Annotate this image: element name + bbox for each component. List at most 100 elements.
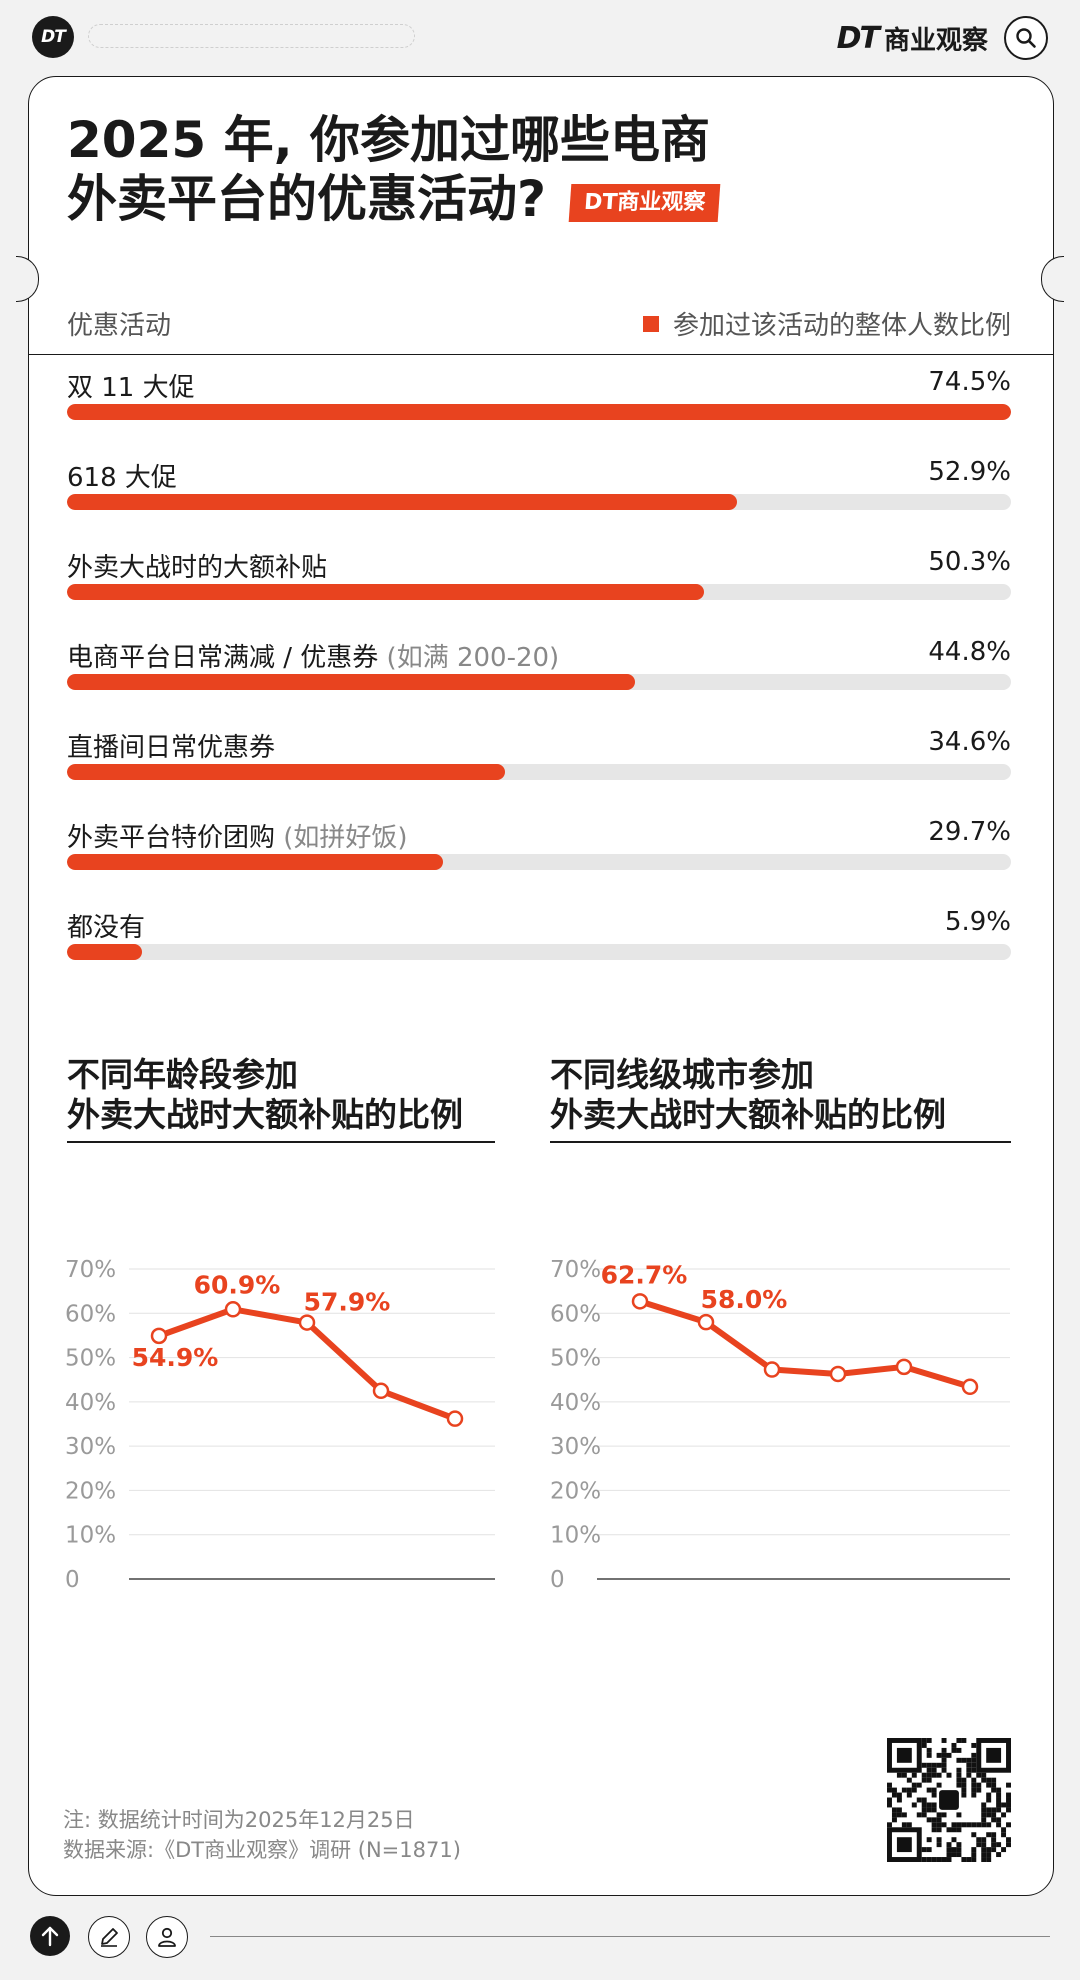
title-line-2: 外卖平台的优惠活动? DT商业观察: [67, 170, 867, 229]
bar-category: 都没有: [67, 913, 146, 943]
scroll-top-button[interactable]: [30, 1916, 70, 1956]
y-tick-label: 50%: [65, 1346, 116, 1372]
data-point: [150, 1327, 168, 1345]
chart-legend: 参加过该活动的整体人数比例: [642, 305, 1011, 342]
bar-chart-header: 优惠活动 参加过该活动的整体人数比例: [67, 305, 1011, 342]
age-line-chart: 70%60%50%40%30%20%10%054.9%60.9%57.9%00后…: [65, 1257, 495, 1593]
edit-button[interactable]: [88, 1916, 130, 1958]
bar-label: 双 11 大促: [67, 367, 195, 404]
bar-row: 618 大促 52.9%: [67, 457, 1011, 537]
bar-row: 外卖平台特价团购 (如拼好饭) 29.7%: [67, 817, 1011, 897]
bar: [67, 404, 1011, 420]
brand-dt: DT: [836, 21, 880, 56]
y-tick-label: 70%: [550, 1257, 601, 1283]
dt-logo-icon[interactable]: DT: [32, 16, 74, 58]
profile-button[interactable]: [146, 1916, 188, 1958]
bar-row: 直播间日常优惠券 34.6%: [67, 727, 1011, 807]
data-point: [298, 1314, 316, 1331]
data-label: 54.9%: [132, 1343, 219, 1372]
data-point: [372, 1382, 390, 1400]
bar-track: [67, 854, 1011, 870]
bar-category: 外卖平台特价团购: [67, 823, 276, 853]
brand-badge: DT商业观察: [568, 183, 721, 222]
bar-category: 双 11 大促: [67, 373, 195, 403]
bar-value-label: 52.9%: [928, 457, 1011, 487]
data-point: [446, 1410, 464, 1427]
page-title: 2025 年, 你参加过哪些电商 外卖平台的优惠活动? DT商业观察: [67, 111, 867, 229]
bar-track: [67, 764, 1011, 780]
y-tick-label: 10%: [550, 1523, 601, 1549]
data-point: [224, 1301, 242, 1318]
bar-track: [67, 674, 1011, 690]
search-bar[interactable]: [88, 24, 415, 48]
footer-note: 注: 数据统计时间为2025年12月25日: [63, 1808, 415, 1832]
data-label: 57.9%: [304, 1288, 391, 1317]
y-tick-label: 0: [65, 1567, 80, 1593]
y-tick-label: 20%: [65, 1478, 116, 1504]
bar-track: [67, 584, 1011, 600]
bar-row: 都没有 5.9%: [67, 907, 1011, 987]
y-tick-label: 20%: [550, 1478, 601, 1504]
bar: [67, 764, 506, 780]
legend-swatch: [642, 315, 659, 332]
age-chart-title-line-2: 外卖大战时大额补贴的比例: [67, 1095, 463, 1135]
arrow-up-icon: [41, 1926, 59, 1947]
search-icon: [1016, 28, 1036, 48]
age-chart-title: 不同年龄段参加 外卖大战时大额补贴的比例: [67, 1055, 463, 1136]
age-chart-title-line-1: 不同年龄段参加: [67, 1055, 298, 1094]
data-point: [895, 1358, 913, 1376]
footer-notes: 注: 数据统计时间为2025年12月25日 数据来源:《DT商业观察》调研 (N…: [63, 1805, 461, 1866]
bar-value-label: 5.9%: [944, 907, 1011, 937]
data-point: [697, 1313, 715, 1331]
y-tick-label: 60%: [550, 1301, 601, 1327]
title-line-1: 2025 年, 你参加过哪些电商: [67, 111, 710, 169]
age-chart-title-rule: [67, 1141, 495, 1143]
bar-category-note: (如拼好饭): [275, 823, 408, 853]
y-tick-label: 0: [550, 1567, 565, 1593]
brand-name: 商业观察: [883, 26, 988, 56]
bar-track: [67, 404, 1011, 420]
bar-value-label: 44.8%: [928, 637, 1011, 667]
bar-label: 外卖平台特价团购 (如拼好饭): [67, 817, 408, 854]
bar-category: 电商平台日常满减 / 优惠券: [67, 643, 379, 673]
pencil-icon: [101, 1928, 118, 1947]
data-label: 60.9%: [194, 1270, 281, 1299]
bar-category: 外卖大战时的大额补贴: [67, 553, 328, 583]
user-icon: [158, 1927, 176, 1947]
y-tick-label: 10%: [65, 1523, 116, 1549]
y-tick-label: 50%: [550, 1346, 601, 1372]
city-chart-title-line-2: 外卖大战时大额补贴的比例: [550, 1095, 946, 1135]
series-line: [637, 1298, 973, 1390]
y-tick-label: 30%: [65, 1434, 116, 1460]
bar-label: 都没有: [67, 907, 145, 944]
city-line-chart: 70%60%50%40%30%20%10%062.7%58.0%一线新一线二线三…: [550, 1257, 1010, 1593]
bar-label: 直播间日常优惠券: [67, 727, 275, 764]
bar: [67, 854, 444, 870]
bar-value-label: 50.3%: [928, 547, 1011, 577]
data-label: 62.7%: [601, 1260, 688, 1289]
y-tick-label: 30%: [550, 1434, 601, 1460]
bar-track: [67, 944, 1011, 960]
data-point: [763, 1361, 781, 1378]
bar-category: 618 大促: [67, 463, 177, 493]
bar-label: 618 大促: [67, 457, 177, 494]
data-point: [829, 1365, 847, 1383]
bar: [67, 584, 705, 600]
bar-value-label: 29.7%: [928, 817, 1011, 847]
bar: [67, 494, 738, 510]
bar-value-label: 34.6%: [928, 727, 1011, 757]
bar-label: 电商平台日常满减 / 优惠券 (如满 200-20): [67, 637, 559, 674]
main-card: 2025 年, 你参加过哪些电商 外卖平台的优惠活动? DT商业观察 优惠活动 参…: [28, 76, 1054, 1896]
data-point: [961, 1378, 979, 1396]
search-button[interactable]: [1004, 16, 1048, 60]
bar-track: [67, 494, 1011, 510]
data-label: 58.0%: [701, 1285, 788, 1314]
bar-category-note: (如满 200-20): [378, 643, 560, 673]
top-bar: DT DT 商业观察: [0, 0, 1080, 72]
y-tick-label: 70%: [65, 1257, 116, 1283]
bar-category: 直播间日常优惠券: [67, 733, 276, 763]
brand-logo: DT 商业观察: [837, 20, 988, 57]
y-tick-label: 40%: [550, 1390, 601, 1416]
bottom-bar: [0, 1910, 1080, 1980]
bar: [67, 674, 635, 690]
